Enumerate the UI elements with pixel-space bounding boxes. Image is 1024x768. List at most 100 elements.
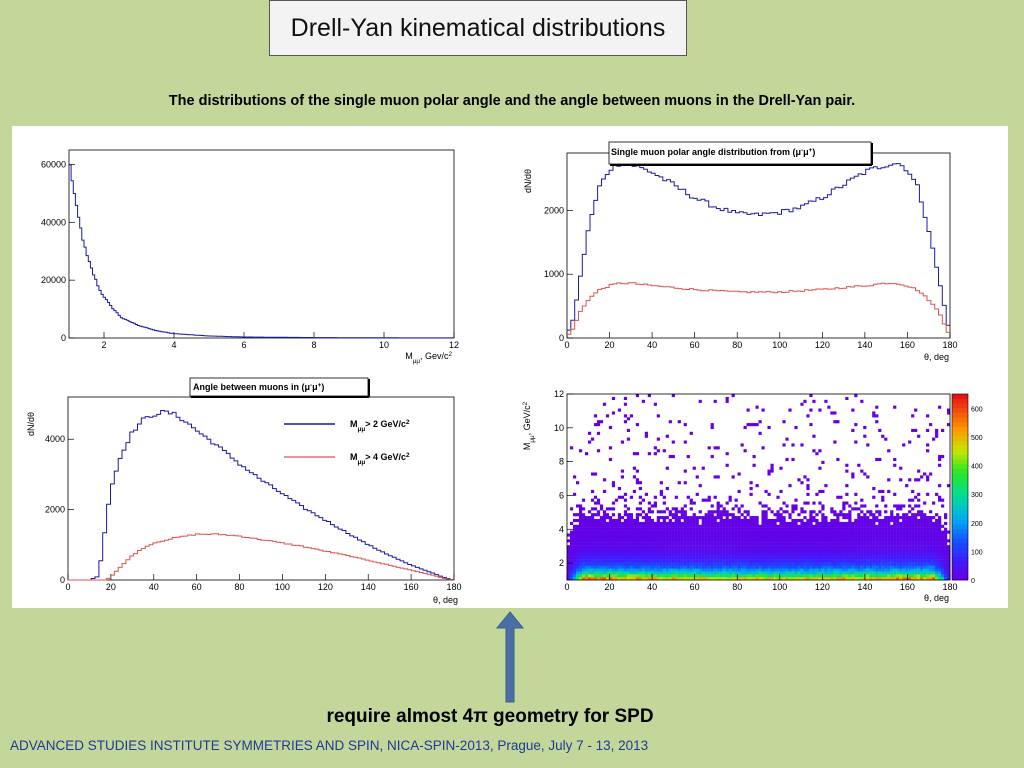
heatmap-cell (605, 562, 610, 566)
heatmap-cell (686, 553, 690, 557)
heatmap-cell (887, 556, 891, 560)
heatmap-cell (689, 507, 693, 511)
heatmap-cell (788, 524, 792, 528)
heatmap-cell (713, 516, 717, 520)
heatmap-cell (641, 545, 645, 549)
heatmap-cell (692, 568, 696, 572)
heatmap-cell (617, 553, 622, 557)
heatmap-cell (869, 533, 873, 537)
heatmap-cell (863, 533, 867, 537)
heatmap-cell (836, 548, 840, 552)
heatmap-cell (764, 524, 768, 528)
heatmap-cell (698, 550, 702, 555)
heatmap-cell (941, 571, 945, 575)
heatmap-cell (845, 530, 849, 534)
heatmap-cell (593, 518, 598, 523)
heatmap-cell (665, 556, 669, 560)
heatmap-cell (707, 530, 711, 534)
heatmap-cell (818, 556, 822, 560)
heatmap-cell (824, 527, 828, 531)
heatmap-cell (698, 539, 702, 543)
heatmap-cell (839, 533, 843, 537)
heatmap-cell (845, 562, 849, 566)
heatmap-cell (815, 536, 819, 540)
heatmap-cell (746, 574, 750, 578)
heatmap-cell (797, 536, 801, 540)
heatmap-cell (743, 510, 747, 514)
heatmap-cell (575, 539, 580, 543)
heatmap-cell (701, 548, 705, 552)
heatmap-cell (737, 507, 741, 511)
heatmap-cell (608, 565, 613, 569)
heatmap-cell (872, 536, 876, 540)
heatmap-cell (836, 533, 840, 537)
heatmap-cell (782, 510, 786, 514)
heatmap-cell (908, 568, 912, 572)
heatmap-cell (932, 574, 936, 578)
heatmap-cell (629, 574, 634, 578)
heatmap-cell (641, 539, 645, 543)
heatmap-cell (905, 536, 909, 540)
heatmap-cell (794, 542, 798, 546)
heatmap-cell (893, 556, 897, 560)
heatmap-cell (599, 571, 604, 575)
heatmap-cell (803, 568, 807, 572)
heatmap-cell (875, 545, 879, 549)
heatmap-cell (713, 545, 717, 549)
heatmap-cell (848, 527, 852, 531)
heatmap-cell (920, 559, 924, 563)
heatmap-cell (872, 565, 876, 569)
heatmap-cell (731, 565, 735, 569)
heatmap-cell (821, 513, 825, 517)
y-tick-label: 2000 (544, 205, 564, 215)
heatmap-cell (929, 562, 933, 566)
x-tick-label: 0 (564, 582, 569, 592)
heatmap-cell (725, 545, 729, 549)
heatmap-cell (647, 536, 651, 540)
heatmap-cell (866, 556, 870, 560)
heatmap-cell (725, 396, 729, 401)
heatmap-cell (878, 577, 882, 581)
heatmap-cell (644, 492, 648, 496)
heatmap-cell (848, 556, 852, 560)
heatmap-cell (596, 521, 601, 525)
heatmap-cell (845, 521, 849, 525)
heatmap-cell (569, 545, 574, 549)
heatmap-cell (749, 577, 753, 581)
heatmap-cell (809, 518, 813, 523)
heatmap-cell (644, 434, 648, 438)
heatmap-cell (830, 565, 834, 569)
heatmap-cell (914, 533, 918, 537)
heatmap-cell (722, 545, 726, 549)
heatmap-cell (695, 492, 699, 496)
heatmap-cell (941, 556, 945, 560)
heatmap-cell (620, 571, 625, 575)
heatmap-cell (626, 513, 631, 517)
heatmap-cell (611, 481, 616, 485)
heatmap-cell (893, 565, 897, 569)
heatmap-cell (845, 539, 849, 543)
heatmap-cell (650, 539, 654, 543)
heatmap-cell (884, 521, 888, 525)
heatmap-cell (683, 513, 687, 517)
heatmap-cell (572, 530, 577, 534)
heatmap-cell (614, 550, 619, 555)
heatmap-cell (572, 556, 577, 560)
heatmap-cell (596, 562, 601, 566)
heatmap-cell (644, 527, 648, 531)
heatmap-cell (830, 507, 834, 511)
heatmap-cell (824, 577, 828, 581)
heatmap-cell (701, 571, 705, 575)
heatmap-cell (761, 524, 765, 528)
heatmap-cell (917, 553, 921, 557)
heatmap-cell (767, 545, 771, 549)
heatmap-cell (701, 466, 705, 470)
heatmap-cell (650, 550, 654, 555)
heatmap-cell (569, 568, 574, 572)
heatmap-cell (866, 510, 870, 514)
heatmap-cell (839, 510, 843, 514)
heatmap-cell (719, 516, 723, 520)
heatmap-cell (836, 568, 840, 572)
heatmap-cell (881, 548, 885, 552)
heatmap-cell (767, 574, 771, 578)
